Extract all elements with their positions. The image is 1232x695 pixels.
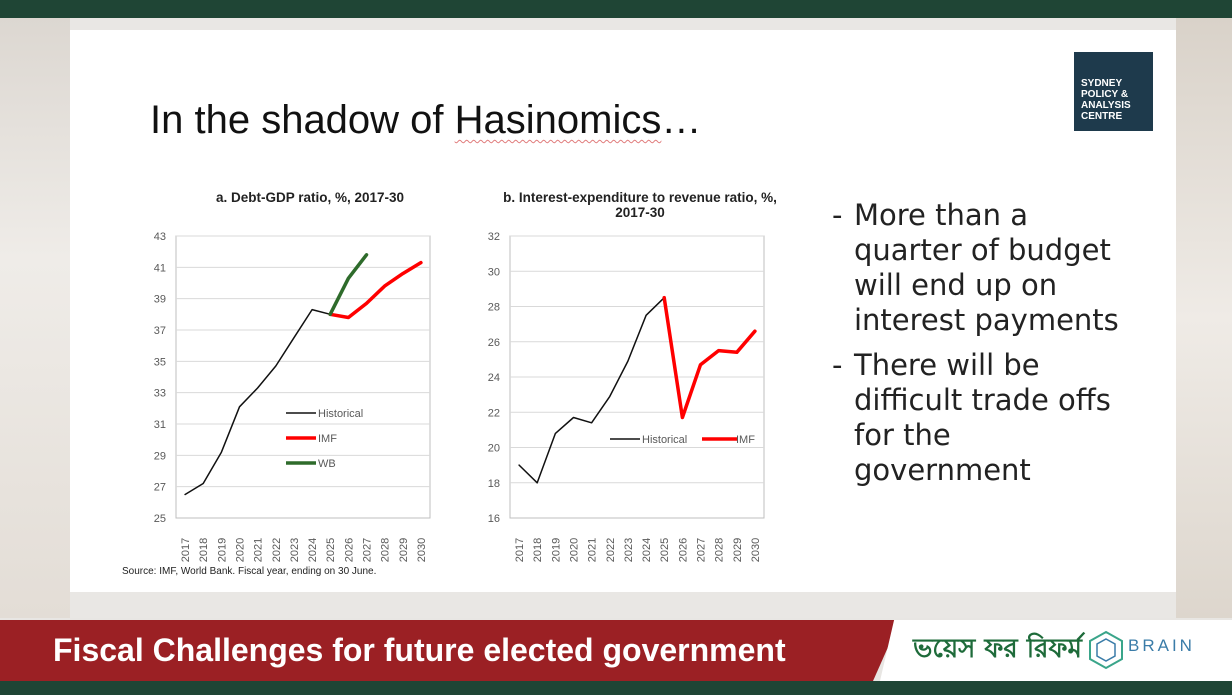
bullet-list: - More than a quarter of budget will end … bbox=[832, 198, 1132, 498]
series-line-historical bbox=[518, 296, 665, 484]
y-tick-label: 35 bbox=[154, 356, 166, 368]
x-tick-label: 2023 bbox=[623, 538, 635, 562]
logo-line: SYDNEY bbox=[1081, 78, 1123, 89]
legend-label: Historical bbox=[642, 434, 687, 446]
y-tick-label: 30 bbox=[488, 266, 500, 278]
y-tick-label: 27 bbox=[154, 482, 166, 494]
chart-a-title: a. Debt-GDP ratio, %, 2017-30 bbox=[215, 190, 405, 205]
x-tick-label: 2025 bbox=[325, 538, 337, 562]
series-line-imf bbox=[328, 260, 423, 320]
y-tick-label: 22 bbox=[488, 407, 500, 419]
y-tick-label: 20 bbox=[488, 443, 500, 455]
source-note: Source: IMF, World Bank. Fiscal year, en… bbox=[122, 566, 377, 577]
slide-title-suffix: … bbox=[661, 98, 702, 142]
x-tick-label: 2018 bbox=[198, 538, 210, 562]
x-tick-label: 2029 bbox=[732, 538, 744, 562]
slide-title-prefix: In the shadow of bbox=[150, 98, 455, 142]
y-tick-label: 32 bbox=[488, 231, 500, 243]
bullet-item: - There will be difficult trade offs for … bbox=[832, 348, 1132, 488]
slide-title-keyword: Hasinomics bbox=[454, 98, 662, 142]
plot-frame bbox=[175, 235, 431, 519]
x-tick-label: 2023 bbox=[289, 538, 301, 562]
x-tick-label: 2026 bbox=[677, 538, 689, 562]
sydney-policy-logo: SYDNEY POLICY & ANALYSIS CENTRE bbox=[1074, 52, 1153, 131]
top-bar bbox=[0, 0, 1232, 18]
x-tick-label: 2019 bbox=[216, 538, 228, 562]
background-right bbox=[1176, 18, 1232, 618]
chart-b-title: b. Interest-expenditure to revenue ratio… bbox=[503, 190, 777, 220]
y-tick-label: 25 bbox=[154, 513, 166, 525]
logo-line: ANALYSIS bbox=[1081, 100, 1131, 111]
brain-logo-text: BRAIN bbox=[1128, 636, 1195, 655]
voice-for-reform-logo: ভয়েস ফর রিফর্ম bbox=[913, 634, 1082, 664]
x-tick-label: 2022 bbox=[271, 538, 283, 562]
x-tick-label: 2020 bbox=[235, 538, 247, 562]
x-tick-label: 2021 bbox=[587, 538, 599, 562]
x-tick-label: 2028 bbox=[380, 538, 392, 562]
x-tick-label: 2025 bbox=[659, 538, 671, 562]
y-tick-label: 33 bbox=[154, 388, 166, 400]
background-left bbox=[0, 18, 70, 618]
y-tick-label: 29 bbox=[154, 450, 166, 462]
y-tick-label: 16 bbox=[488, 513, 500, 525]
y-tick-label: 28 bbox=[488, 302, 500, 314]
y-tick-label: 39 bbox=[154, 294, 166, 306]
legend-label: WB bbox=[318, 458, 336, 470]
x-tick-label: 2018 bbox=[532, 538, 544, 562]
brain-icon bbox=[1089, 630, 1123, 670]
legend-label: IMF bbox=[736, 434, 755, 446]
series-line-wb bbox=[328, 253, 369, 317]
y-tick-label: 41 bbox=[154, 262, 166, 274]
logo-line: POLICY & bbox=[1081, 89, 1129, 100]
bullet-text: More than a quarter of budget will end u… bbox=[854, 198, 1119, 337]
x-tick-label: 2026 bbox=[343, 538, 355, 562]
y-tick-label: 24 bbox=[488, 372, 500, 384]
x-tick-label: 2020 bbox=[569, 538, 581, 562]
slide-title: In the shadow of Hasinomics… bbox=[150, 98, 701, 143]
logo-line: CENTRE bbox=[1081, 111, 1123, 122]
footer-banner bbox=[0, 620, 900, 681]
slide: In the shadow of Hasinomics… SYDNEY POLI… bbox=[70, 30, 1176, 592]
bullet-dash: - bbox=[832, 198, 843, 232]
bullet-text: There will be difficult trade offs for t… bbox=[854, 348, 1111, 487]
bullet-item: - More than a quarter of budget will end … bbox=[832, 198, 1132, 338]
footer-bottom-bar bbox=[0, 681, 1232, 695]
series-line-historical bbox=[184, 308, 331, 496]
legend-label: Historical bbox=[318, 408, 363, 420]
x-tick-label: 2019 bbox=[550, 538, 562, 562]
x-tick-label: 2017 bbox=[514, 538, 526, 562]
x-tick-label: 2021 bbox=[253, 538, 265, 562]
footer-logo-area bbox=[880, 620, 1232, 681]
x-tick-label: 2024 bbox=[641, 538, 653, 562]
x-tick-label: 2022 bbox=[605, 538, 617, 562]
y-tick-label: 26 bbox=[488, 337, 500, 349]
y-tick-label: 31 bbox=[154, 419, 166, 431]
x-tick-label: 2027 bbox=[362, 538, 374, 562]
x-tick-label: 2030 bbox=[416, 538, 428, 562]
y-tick-label: 18 bbox=[488, 478, 500, 490]
series-line-imf bbox=[662, 295, 757, 420]
legend-label: IMF bbox=[318, 433, 337, 445]
x-tick-label: 2024 bbox=[307, 538, 319, 562]
chart-a-debt-gdp: 25 27 29 31 33 35 37 39 41 43 2017 2018 2019 2020 2021… bbox=[154, 231, 431, 562]
bullet-dash: - bbox=[832, 348, 843, 382]
x-tick-label: 2027 bbox=[696, 538, 708, 562]
x-tick-label: 2029 bbox=[398, 538, 410, 562]
footer-title: Fiscal Challenges for future elected gov… bbox=[53, 632, 786, 668]
x-tick-label: 2028 bbox=[714, 538, 726, 562]
y-tick-label: 37 bbox=[154, 325, 166, 337]
x-tick-label: 2017 bbox=[180, 538, 192, 562]
x-tick-label: 2030 bbox=[750, 538, 762, 562]
y-tick-label: 43 bbox=[154, 231, 166, 243]
